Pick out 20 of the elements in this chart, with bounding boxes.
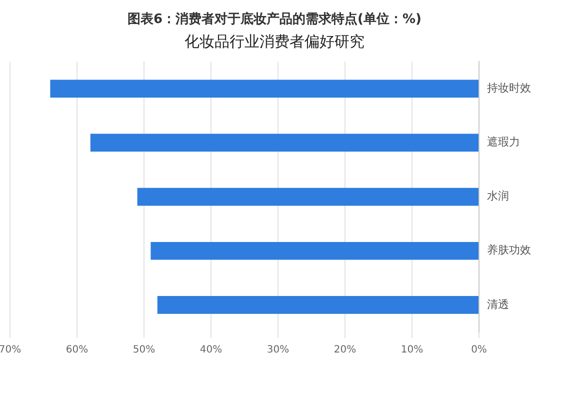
x-tick-label: 50% bbox=[132, 344, 156, 356]
y-tick-label: 养肤功效 bbox=[487, 244, 531, 257]
x-tick-label: 20% bbox=[334, 344, 356, 356]
y-tick-label: 遮瑕力 bbox=[487, 136, 520, 149]
bar bbox=[137, 188, 478, 206]
x-tick-label: 30% bbox=[266, 344, 290, 356]
y-tick-label: 清透 bbox=[487, 298, 509, 311]
bar bbox=[50, 80, 478, 98]
chart-title: 图表6：消费者对于底妆产品的需求特点(单位：%) bbox=[128, 11, 422, 28]
bar bbox=[90, 134, 478, 152]
bar bbox=[150, 242, 478, 260]
y-tick-label: 持妆时效 bbox=[487, 82, 531, 94]
x-tick-label: 0% bbox=[471, 344, 487, 356]
chart-subtitle: 化妆品行业消费者偏好研究 bbox=[184, 32, 364, 50]
x-tick-label: 60% bbox=[66, 344, 88, 356]
bar bbox=[157, 296, 478, 314]
x-tick-label: 10% bbox=[400, 344, 424, 356]
x-tick-label: 40% bbox=[200, 344, 222, 356]
y-tick-label: 水润 bbox=[487, 190, 509, 203]
x-tick-label: 70% bbox=[0, 344, 22, 356]
